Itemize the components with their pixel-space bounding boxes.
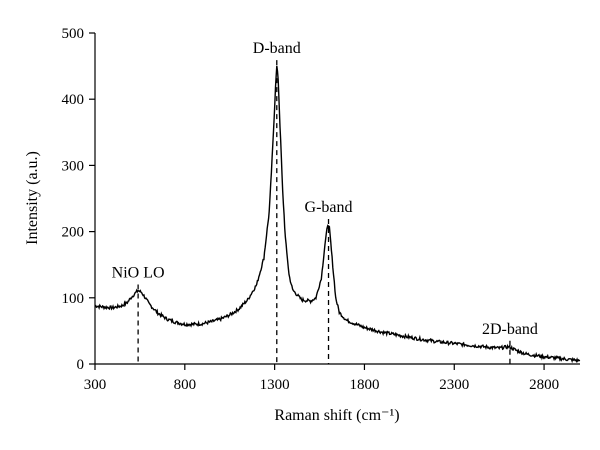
x-tick-label: 1300: [260, 377, 290, 393]
x-tick-label: 1800: [349, 377, 379, 393]
spectrum-line: [94, 65, 581, 364]
y-tick-label: 100: [62, 291, 85, 307]
annotation-labels: NiO LO D-band G-band 2D-band: [112, 40, 538, 338]
x-axis-title: Raman shift (cm⁻¹): [274, 407, 399, 424]
y-tick-label: 400: [62, 92, 85, 108]
x-tick-label: 2300: [439, 377, 469, 393]
y-axis-ticks: 0 100 200 300 400 500: [62, 26, 95, 373]
y-tick-label: 300: [62, 158, 85, 174]
x-axis-ticks: 300 800 1300 1800 2300 2800: [84, 364, 559, 393]
y-tick-label: 0: [77, 357, 85, 373]
annotation-label: 2D-band: [482, 321, 538, 338]
x-tick-label: 800: [174, 377, 197, 393]
y-axis-title: Intensity (a.u.): [24, 151, 41, 245]
y-tick-label: 200: [62, 225, 85, 241]
x-tick-label: 2800: [529, 377, 559, 393]
annotation-label: D-band: [253, 40, 301, 57]
annotation-lines: [137, 60, 511, 364]
annotation-label: NiO LO: [112, 265, 165, 282]
x-tick-label: 300: [84, 377, 107, 393]
annotation-label: G-band: [305, 199, 353, 216]
y-tick-label: 500: [62, 26, 85, 42]
